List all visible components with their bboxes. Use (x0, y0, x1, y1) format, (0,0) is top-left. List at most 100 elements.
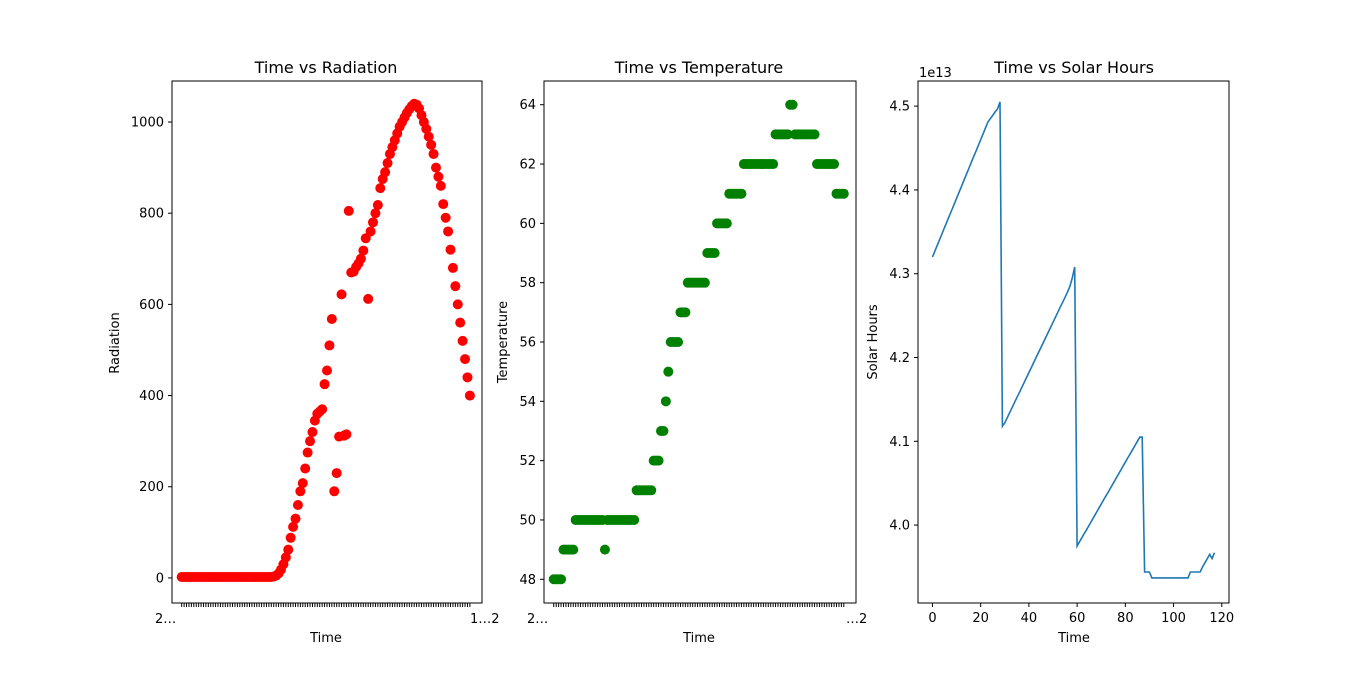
solar-hours-x-axis: 0 20 40 60 80 100 120 (928, 603, 1234, 626)
temperature-point (646, 485, 657, 496)
temperature-point (838, 188, 849, 199)
radiation-point (426, 139, 437, 150)
radiation-point (326, 313, 337, 324)
radiation-point (285, 532, 296, 543)
temperature-y-label: Temperature (496, 301, 511, 384)
temperature-point (699, 277, 710, 288)
solar-hours-x-tick-label: 120 (1209, 611, 1234, 626)
temperature-point (829, 159, 840, 170)
temperature-x-label: Time (682, 631, 715, 646)
solar-hours-y-tick-label: 4.5 (889, 100, 910, 115)
temperature-point (782, 129, 793, 140)
radiation-point (343, 205, 354, 216)
radiation-point (428, 148, 439, 159)
solar-hours-x-tick-label: 60 (1069, 611, 1086, 626)
radiation-y-axis: 0 200 400 600 800 1000 (131, 116, 172, 586)
solar-hours-x-tick-label: 40 (1021, 611, 1038, 626)
radiation-title: Time vs Radiation (254, 58, 398, 77)
radiation-x-end-labels: 1…2 (470, 612, 500, 627)
radiation-point (445, 244, 456, 255)
temperature-panel: Time vs Temperature 48 50 52 54 56 58 60 62 64 2… (496, 58, 867, 646)
radiation-point (382, 158, 393, 169)
solar-hours-y-tick-label: 4.1 (889, 435, 910, 450)
radiation-point (462, 372, 473, 383)
temperature-title: Time vs Temperature (614, 58, 783, 77)
temperature-x-overlap-labels: 2… (527, 612, 548, 627)
radiation-point (372, 200, 383, 211)
radiation-point (317, 404, 328, 415)
temperature-point (599, 544, 610, 555)
radiation-point (355, 253, 366, 264)
temperature-point (629, 514, 640, 525)
radiation-point (290, 513, 301, 524)
radiation-y-tick-label: 400 (139, 389, 164, 404)
temperature-point (653, 455, 664, 466)
radiation-point (324, 340, 335, 351)
radiation-point (370, 208, 381, 219)
radiation-point (438, 199, 449, 210)
radiation-point (452, 299, 463, 310)
radiation-point (292, 499, 303, 510)
temperature-point (658, 425, 669, 436)
radiation-point (341, 429, 352, 440)
temperature-point (556, 574, 567, 585)
temperature-point (568, 544, 579, 555)
solar-hours-y-label: Solar Hours (866, 304, 881, 380)
temperature-point (660, 396, 671, 407)
solar-hours-y-tick-label: 4.3 (889, 267, 910, 282)
radiation-point (322, 365, 332, 376)
radiation-point (464, 390, 475, 401)
radiation-point (380, 167, 391, 178)
temperature-y-tick-label: 64 (519, 98, 536, 113)
radiation-plot-frame (171, 80, 483, 604)
radiation-point (336, 289, 347, 300)
radiation-point (329, 486, 340, 497)
radiation-point (297, 478, 308, 489)
temperature-point (709, 248, 720, 259)
radiation-point (430, 162, 441, 173)
radiation-y-tick-label: 600 (139, 298, 164, 313)
solar-hours-x-tick-label: 80 (1117, 611, 1134, 626)
temperature-point (736, 188, 747, 199)
radiation-point (358, 245, 369, 256)
radiation-point (440, 212, 451, 223)
radiation-point (435, 180, 446, 191)
solar-hours-plot-frame (917, 80, 1230, 604)
temperature-point (680, 307, 691, 318)
radiation-point (423, 131, 434, 142)
radiation-marks (176, 98, 475, 583)
radiation-point (450, 281, 461, 292)
radiation-y-tick-label: 800 (139, 207, 164, 222)
temperature-point (787, 99, 798, 110)
radiation-y-tick-label: 1000 (131, 116, 164, 131)
radiation-point (288, 521, 299, 532)
radiation-point (280, 552, 291, 563)
radiation-point (300, 463, 311, 474)
radiation-point (307, 427, 318, 438)
radiation-point (295, 486, 306, 497)
temperature-y-tick-label: 60 (519, 217, 536, 232)
radiation-x-overlap-labels: 2… (155, 612, 176, 627)
solar-hours-offset-label: 1e13 (919, 66, 952, 81)
radiation-panel: Time vs Radiation 0 200 400 600 800 1000 2… 1… (108, 58, 500, 646)
temperature-y-tick-label: 54 (519, 395, 536, 410)
solar-hours-y-tick-label: 4.0 (889, 519, 910, 534)
temperature-y-tick-label: 52 (519, 454, 536, 469)
temperature-point (721, 218, 732, 229)
radiation-x-axis (181, 603, 471, 607)
radiation-point (443, 226, 454, 237)
radiation-y-tick-label: 200 (139, 480, 164, 495)
temperature-plot-frame (543, 80, 857, 604)
solar-hours-y-axis: 4.0 4.1 4.2 4.3 4.4 4.5 (889, 100, 918, 534)
solar-hours-series-line (931, 101, 1216, 579)
radiation-point (457, 335, 468, 346)
temperature-point (768, 159, 779, 170)
radiation-y-tick-label: 0 (156, 571, 164, 586)
temperature-marks (548, 99, 849, 585)
temperature-x-axis (553, 603, 845, 607)
solar-hours-marks (931, 101, 1216, 579)
solar-hours-y-tick-label: 4.4 (889, 183, 910, 198)
radiation-point (302, 447, 313, 458)
